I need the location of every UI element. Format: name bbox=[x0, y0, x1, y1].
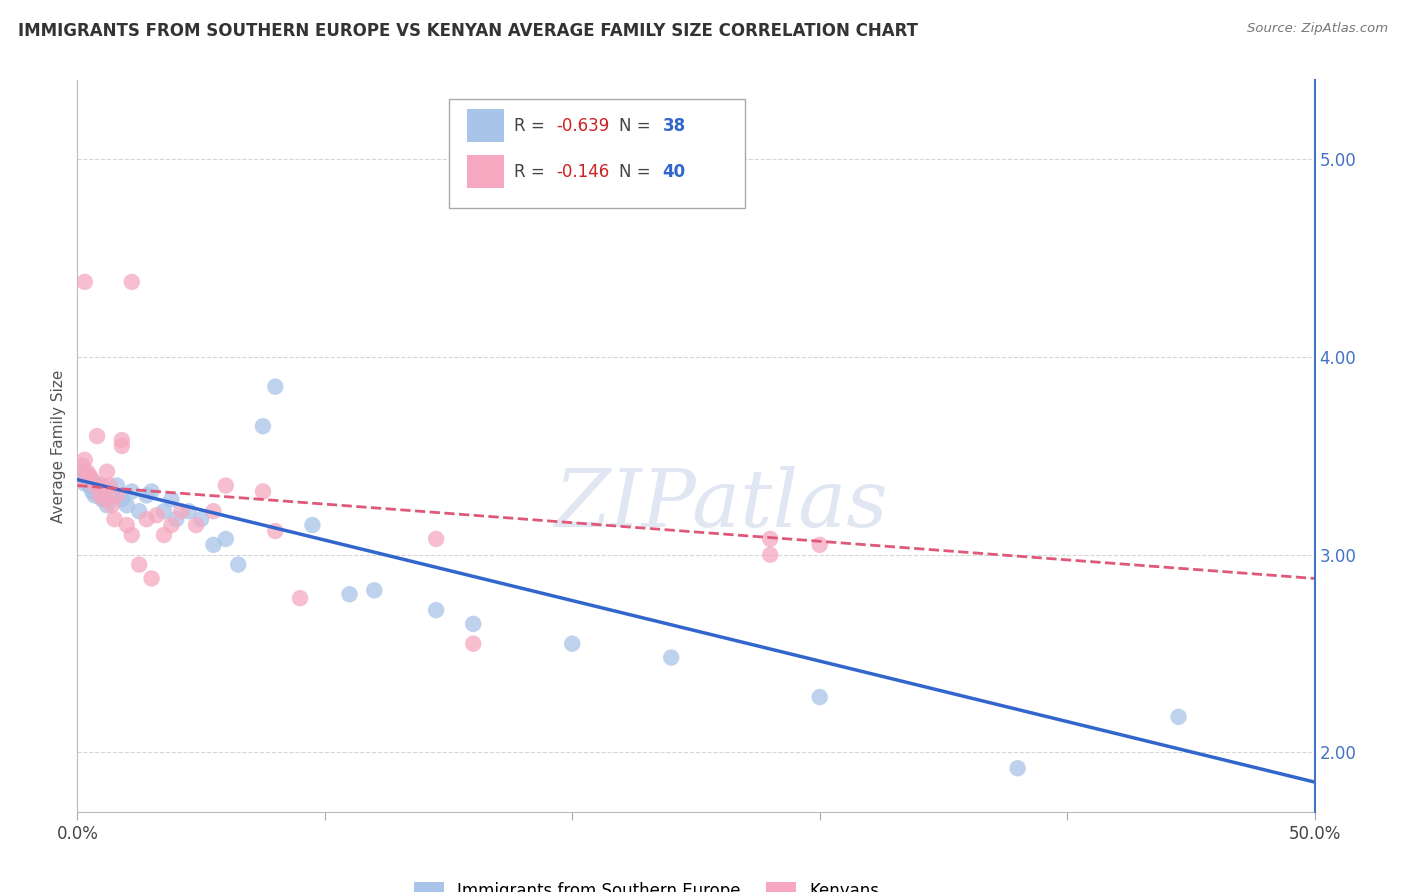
Text: 40: 40 bbox=[662, 162, 686, 181]
Point bbox=[153, 528, 176, 542]
Point bbox=[121, 484, 143, 499]
Point bbox=[101, 488, 124, 502]
Point bbox=[141, 571, 163, 585]
Text: ZIPatlas: ZIPatlas bbox=[554, 466, 887, 543]
Point bbox=[184, 518, 207, 533]
Point bbox=[425, 603, 447, 617]
Point bbox=[759, 532, 782, 546]
Point bbox=[105, 488, 128, 502]
Text: Source: ZipAtlas.com: Source: ZipAtlas.com bbox=[1247, 22, 1388, 36]
Text: 38: 38 bbox=[662, 117, 686, 135]
Point bbox=[103, 512, 125, 526]
Point bbox=[89, 488, 111, 502]
Point bbox=[135, 488, 157, 502]
Point bbox=[190, 512, 212, 526]
Point bbox=[1167, 710, 1189, 724]
Point bbox=[301, 518, 323, 533]
Point bbox=[73, 453, 96, 467]
Point bbox=[91, 492, 114, 507]
Point bbox=[165, 512, 187, 526]
Point bbox=[72, 465, 94, 479]
Text: -0.639: -0.639 bbox=[557, 117, 609, 135]
Point bbox=[79, 478, 101, 492]
Point bbox=[1007, 761, 1029, 775]
Point bbox=[86, 476, 108, 491]
Point bbox=[202, 538, 225, 552]
FancyBboxPatch shape bbox=[467, 109, 505, 142]
Point bbox=[72, 458, 94, 473]
Point bbox=[79, 468, 101, 483]
FancyBboxPatch shape bbox=[449, 99, 745, 209]
Point bbox=[73, 476, 96, 491]
Point bbox=[215, 478, 238, 492]
Point bbox=[202, 504, 225, 518]
Point bbox=[76, 465, 98, 479]
Point bbox=[135, 512, 157, 526]
Point bbox=[177, 504, 200, 518]
Point bbox=[105, 478, 128, 492]
Point bbox=[91, 478, 114, 492]
Point bbox=[98, 478, 121, 492]
Point bbox=[111, 439, 134, 453]
Point bbox=[121, 275, 143, 289]
Point bbox=[252, 419, 274, 434]
FancyBboxPatch shape bbox=[467, 155, 505, 188]
Point bbox=[76, 468, 98, 483]
Point bbox=[252, 484, 274, 499]
Point bbox=[83, 478, 105, 492]
Point bbox=[86, 429, 108, 443]
Point bbox=[226, 558, 249, 572]
Point bbox=[160, 518, 183, 533]
Point bbox=[128, 504, 150, 518]
Text: N =: N = bbox=[619, 117, 657, 135]
Point bbox=[96, 465, 118, 479]
Point bbox=[339, 587, 361, 601]
Point bbox=[288, 591, 311, 606]
Point bbox=[145, 508, 167, 523]
Point bbox=[363, 583, 385, 598]
Point bbox=[264, 524, 287, 538]
Point bbox=[111, 433, 134, 447]
Text: R =: R = bbox=[515, 117, 550, 135]
Point bbox=[561, 637, 583, 651]
Point bbox=[115, 518, 138, 533]
Text: N =: N = bbox=[619, 162, 657, 181]
Point bbox=[808, 690, 831, 704]
Point bbox=[160, 492, 183, 507]
Point bbox=[115, 498, 138, 512]
Text: R =: R = bbox=[515, 162, 550, 181]
Point bbox=[808, 538, 831, 552]
Point bbox=[83, 488, 105, 502]
Point bbox=[141, 484, 163, 499]
Point bbox=[170, 504, 193, 518]
Point bbox=[82, 484, 104, 499]
Legend: Immigrants from Southern Europe, Kenyans: Immigrants from Southern Europe, Kenyans bbox=[408, 875, 886, 892]
Point bbox=[82, 473, 104, 487]
Point bbox=[69, 473, 91, 487]
Point bbox=[425, 532, 447, 546]
Point bbox=[93, 492, 115, 507]
Point bbox=[759, 548, 782, 562]
Point bbox=[659, 650, 682, 665]
Point bbox=[128, 558, 150, 572]
Point bbox=[121, 528, 143, 542]
Point bbox=[264, 380, 287, 394]
Point bbox=[153, 504, 176, 518]
Point bbox=[463, 637, 485, 651]
Y-axis label: Average Family Size: Average Family Size bbox=[51, 369, 66, 523]
Point bbox=[73, 275, 96, 289]
Point bbox=[96, 498, 118, 512]
Point bbox=[215, 532, 238, 546]
Point bbox=[69, 473, 91, 487]
Point bbox=[463, 616, 485, 631]
Text: IMMIGRANTS FROM SOUTHERN EUROPE VS KENYAN AVERAGE FAMILY SIZE CORRELATION CHART: IMMIGRANTS FROM SOUTHERN EUROPE VS KENYA… bbox=[18, 22, 918, 40]
Point bbox=[101, 498, 124, 512]
Point bbox=[111, 492, 134, 507]
Text: -0.146: -0.146 bbox=[557, 162, 609, 181]
